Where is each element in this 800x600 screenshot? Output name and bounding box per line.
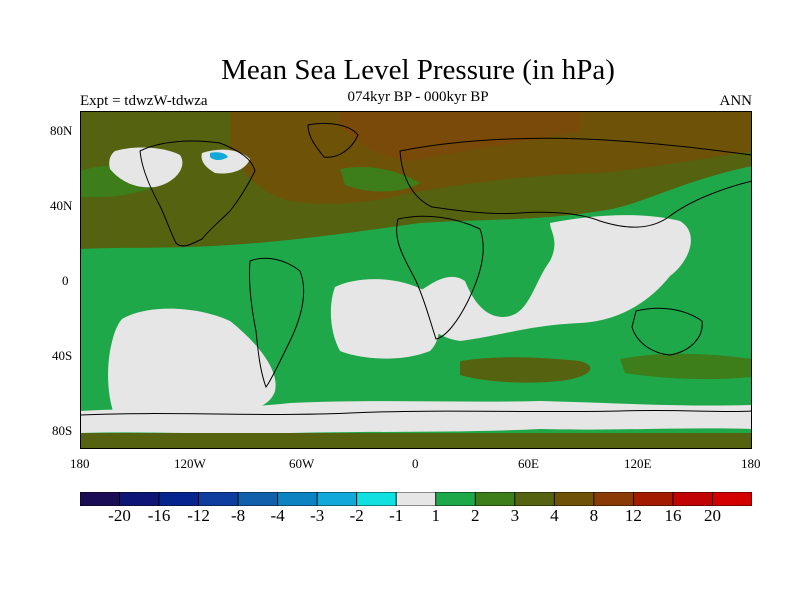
experiment-label: Expt = tdwzW-tdwza	[80, 93, 208, 109]
south-america-coast	[248, 257, 305, 389]
lat-label-80n: 80N	[50, 123, 73, 138]
colorbar-label: 2	[471, 506, 480, 525]
north-pacific-light-patch	[109, 147, 183, 188]
colorbar-label: -1	[389, 506, 404, 525]
antarctica-coast	[80, 409, 752, 416]
lon-label-180w: 180	[70, 456, 90, 471]
colorbar-box	[119, 492, 160, 506]
greenland-coast	[307, 122, 359, 158]
eurasia-coast	[399, 137, 752, 228]
lat-label-40s: 40S	[52, 348, 73, 363]
lon-label-120w: 120W	[174, 456, 206, 471]
lon-label-60e: 60E	[518, 456, 539, 471]
colorbar-box	[593, 492, 634, 506]
arctic-brown-core	[340, 111, 580, 161]
north-america-coast	[139, 140, 256, 247]
colorbar-box	[514, 492, 555, 506]
lon-label-60w: 60W	[289, 456, 315, 471]
colorbar-label: -20	[108, 506, 131, 525]
colorbar-box	[633, 492, 674, 506]
lat-label-40n: 40N	[50, 198, 73, 213]
colorbar-box	[277, 492, 318, 506]
colorbar-label: 4	[550, 506, 559, 525]
south-pacific-olive-band	[620, 353, 752, 380]
colorbar-box	[158, 492, 199, 506]
atlantic-olive-patch	[340, 166, 420, 192]
colorbar-label: -12	[187, 506, 210, 525]
season-label: ANN	[719, 93, 753, 109]
lat-label-0: 0	[62, 273, 69, 288]
colorbar-box	[356, 492, 397, 506]
coastlines	[80, 122, 752, 416]
south-atlantic-light-region	[330, 279, 440, 359]
lon-label-120e: 120E	[624, 456, 652, 471]
colorbar-box	[672, 492, 713, 506]
map-frame	[80, 111, 752, 449]
period-label: 074kyr BP - 000kyr BP	[347, 89, 489, 105]
south-pacific-light-region	[108, 308, 276, 427]
colorbar-label: -8	[231, 506, 246, 525]
colorbar-box	[395, 492, 437, 506]
south-olive-band	[460, 357, 591, 383]
colorbar-label: 12	[624, 506, 642, 525]
antarctic-light-strip	[80, 401, 752, 434]
colorbar-label: -16	[147, 506, 171, 525]
colorbar-label: 3	[510, 506, 520, 525]
colorbar-label: 8	[589, 506, 599, 525]
indian-ocean-light-region	[417, 215, 691, 341]
lat-label-80s: 80S	[52, 423, 73, 438]
colorbar-label: -2	[349, 506, 364, 525]
colorbar	[80, 492, 752, 506]
colorbar-box	[435, 492, 476, 506]
colorbar-label: 1	[431, 506, 441, 525]
colorbar-box	[712, 492, 752, 506]
colorbar-box	[553, 492, 595, 506]
colorbar-label: -3	[310, 506, 325, 525]
africa-coast	[396, 215, 484, 340]
colorbar-label: -4	[270, 506, 285, 525]
colorbar-box	[80, 492, 120, 506]
colorbar-box	[316, 492, 358, 506]
labrador-cyan-patch	[210, 152, 228, 160]
lon-label-0: 0	[412, 456, 419, 471]
colorbar-label: 20	[703, 506, 721, 525]
colorbar-box	[198, 492, 239, 506]
australia-coast	[631, 307, 703, 356]
colorbar-box	[237, 492, 279, 506]
pressure-anomaly-map	[80, 111, 752, 449]
colorbar-box	[474, 492, 516, 506]
chart-title: Mean Sea Level Pressure (in hPa)	[221, 54, 615, 86]
southern-ocean-olive-strip	[80, 433, 752, 449]
colorbar-label: 16	[664, 506, 682, 525]
lon-label-180e: 180	[741, 456, 761, 471]
